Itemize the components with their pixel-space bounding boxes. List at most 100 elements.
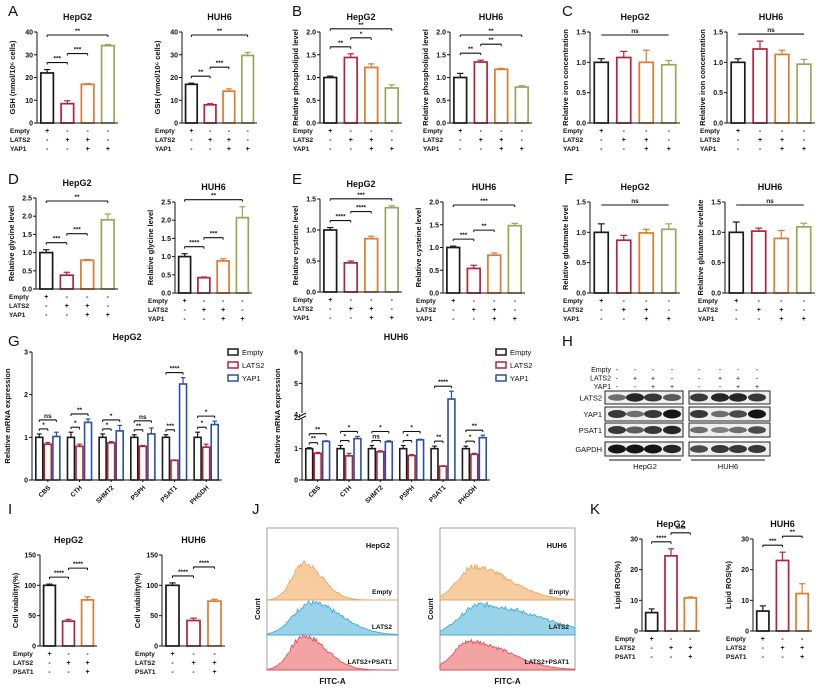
condition-sign: - — [781, 654, 784, 661]
bar — [446, 246, 461, 294]
condition-sign: + — [499, 146, 503, 153]
significance-label: * — [379, 425, 382, 432]
bar — [615, 56, 632, 124]
blot-band — [729, 393, 747, 402]
condition-label: Empty — [10, 128, 30, 135]
bar — [75, 445, 84, 481]
condition-label: LATS2 — [13, 660, 33, 667]
blot-condition-sign: - — [652, 367, 655, 374]
blot-protein-label: YAP1 — [583, 410, 602, 419]
condition-sign: - — [66, 294, 69, 301]
legend-label: YAP1 — [242, 374, 261, 383]
significance-label: ** — [436, 434, 442, 441]
chart-i-huh6: 0 50 100 150 Cell viability(%) HUH6 Empty + - - LA… — [133, 535, 225, 676]
axis-break-mark — [297, 415, 307, 421]
panel-label: D — [8, 171, 19, 188]
y-tick-label: 5 — [294, 381, 298, 388]
x-tick-label: PSAT1 — [159, 484, 179, 504]
condition-label: Empty — [416, 298, 436, 305]
y-axis-label: Relative mRNA expression — [3, 368, 12, 464]
condition-sign: + — [599, 128, 603, 135]
condition-sign: - — [759, 128, 762, 135]
condition-sign: + — [734, 298, 738, 305]
significance-label: ns — [631, 28, 639, 35]
bar — [161, 436, 171, 481]
significance-label: *** — [357, 192, 365, 199]
condition-sign: - — [241, 298, 244, 305]
condition-label: YAP1 — [563, 316, 580, 323]
bar — [343, 262, 358, 293]
blot-band — [608, 426, 626, 434]
y-tick-label: 1.5 — [161, 236, 171, 243]
western-blot: Empty - - - - - - - -LATS2- + + - - + + -YAP1- - + + - - + +LA… — [575, 367, 771, 471]
flow-histogram-hepg2: HepG2 LATS2+PSAT1 LATS2 Empty FITC-A Count — [253, 527, 399, 686]
condition-sign: - — [46, 137, 49, 144]
chart-title: HepG2 — [656, 519, 685, 529]
condition-label: LATS2 — [148, 307, 168, 314]
condition-sign: - — [480, 146, 483, 153]
y-tick-label: 1.5 — [306, 197, 316, 204]
condition-sign: - — [600, 146, 603, 153]
condition-sign: - — [803, 128, 806, 135]
bar — [323, 76, 338, 124]
significance-label: **** — [656, 535, 667, 542]
panel-label: F — [564, 171, 573, 188]
blot-band — [748, 426, 766, 434]
condition-sign: + — [458, 128, 462, 135]
y-tick-label: 20 — [630, 567, 638, 574]
y-axis-label: Relative glutamate level — [561, 205, 570, 290]
condition-sign: - — [350, 146, 353, 153]
bar — [367, 447, 377, 481]
significance-label: * — [74, 420, 77, 427]
condition-sign: - — [246, 128, 249, 135]
bar — [438, 465, 448, 481]
blot-band — [729, 410, 747, 418]
blot-band — [690, 393, 708, 402]
y-tick-label: 1.0 — [306, 75, 316, 82]
condition-sign: + — [622, 307, 626, 314]
histogram-lats2-psat1 — [439, 638, 576, 671]
condition-sign: + — [780, 137, 784, 144]
y-tick-label: 1.0 — [436, 75, 446, 82]
condition-sign: + — [328, 297, 332, 304]
condition-sign: - — [623, 146, 626, 153]
blot-condition-sign: - — [671, 367, 674, 374]
y-axis-label: Relative glycine level — [146, 210, 155, 285]
x-axis-label: FITC-A — [319, 677, 345, 686]
y-tick-label: 0.0 — [576, 291, 586, 298]
blot-condition-label: Empty — [591, 367, 611, 374]
legend-swatch — [495, 348, 507, 356]
condition-sign: - — [737, 146, 740, 153]
condition-sign: - — [86, 294, 89, 301]
significance-label: ** — [472, 423, 478, 430]
condition-label: YAP1 — [9, 312, 26, 319]
bar — [353, 437, 362, 481]
chart-b-huh6: 0.0 0.5 1.0 1.5 2.0 Relative phospholipid lev… — [421, 12, 532, 153]
condition-sign: - — [209, 128, 212, 135]
condition-sign: + — [479, 137, 483, 144]
condition-label: YAP1 — [155, 146, 172, 153]
condition-sign: + — [44, 294, 48, 301]
condition-label: Empty — [698, 298, 718, 305]
condition-label: YAP1 — [423, 146, 440, 153]
blot-condition-sign: + — [755, 384, 759, 391]
condition-sign: - — [329, 146, 332, 153]
blot-band — [690, 410, 708, 418]
y-tick-label: 0 — [154, 644, 158, 651]
condition-label: Empty — [293, 297, 313, 304]
panel-label: A — [8, 3, 18, 20]
significance-label: ** — [75, 28, 81, 35]
flow-histogram-huh6: HUH6 LATS2+PSAT1 LATS2 Empty FITC-A Count — [426, 527, 576, 686]
condition-sign: + — [66, 660, 70, 667]
significance-label: *** — [460, 232, 468, 239]
bar — [660, 228, 677, 294]
condition-sign: - — [668, 137, 671, 144]
significance-label: **** — [54, 570, 65, 577]
condition-sign: - — [391, 128, 394, 135]
chart-title: HUH6 — [479, 12, 504, 22]
legend-swatch — [495, 374, 507, 382]
bar — [453, 76, 468, 124]
bar — [775, 559, 790, 632]
y-tick-label: 0.0 — [711, 291, 721, 298]
